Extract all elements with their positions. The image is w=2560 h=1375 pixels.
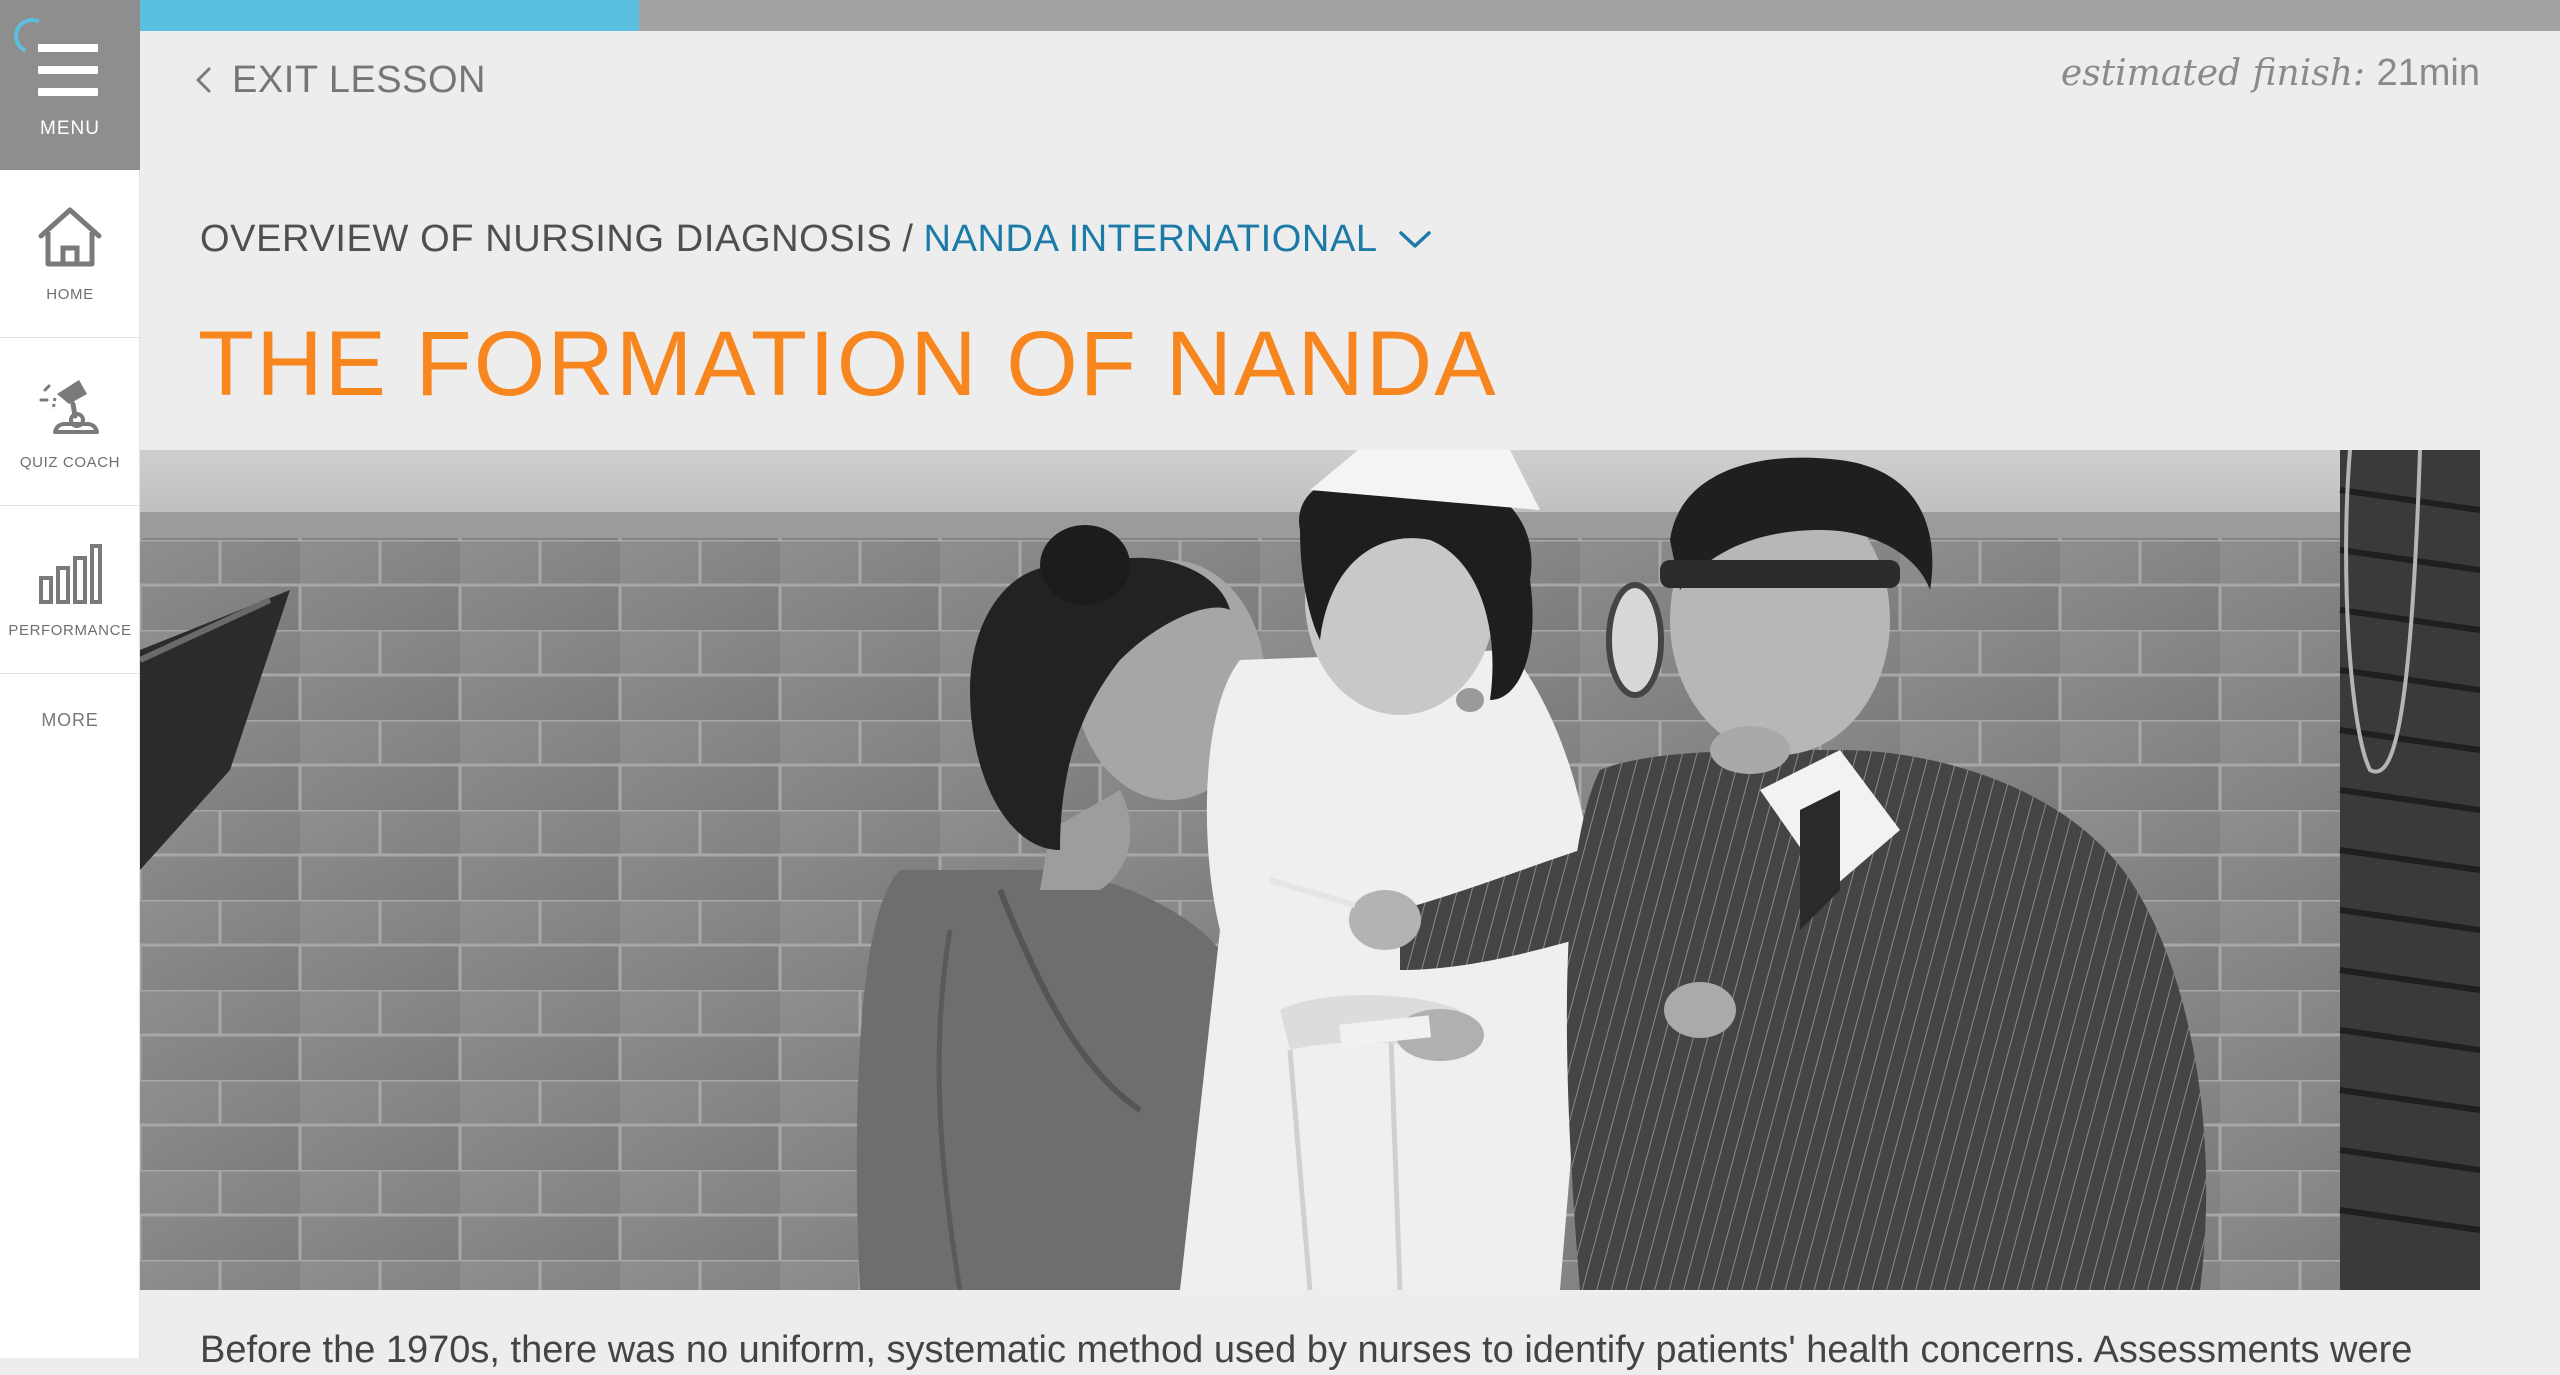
lesson-progress-fill xyxy=(140,0,639,31)
breadcrumb-parent[interactable]: OVERVIEW OF NURSING DIAGNOSIS xyxy=(200,218,893,260)
sidebar-item-label: HOME xyxy=(46,286,94,303)
sidebar-more-button[interactable]: MORE xyxy=(41,710,99,730)
exit-lesson-button[interactable]: EXIT LESSON xyxy=(194,55,486,105)
lesson-body-text: Before the 1970s, there was no uniform, … xyxy=(200,1329,2413,1371)
exit-lesson-label: EXIT LESSON xyxy=(232,58,487,101)
menu-button[interactable]: MENU xyxy=(0,0,140,170)
breadcrumb: OVERVIEW OF NURSING DIAGNOSIS / NANDA IN… xyxy=(200,218,1432,261)
hamburger-icon xyxy=(38,44,98,96)
chevron-left-icon xyxy=(196,67,211,93)
sidebar: MENU HOME QUIZ COACH PERFORMANCE MORE xyxy=(0,0,140,1358)
lesson-progress-bar xyxy=(140,0,2560,31)
sidebar-item-label: PERFORMANCE xyxy=(8,622,132,639)
lesson-hero-image xyxy=(140,450,2480,1290)
sidebar-item-quiz-coach[interactable]: QUIZ COACH xyxy=(0,338,140,506)
performance-icon xyxy=(39,544,102,604)
breadcrumb-separator: / xyxy=(902,218,914,260)
chevron-down-icon[interactable] xyxy=(1398,230,1432,250)
estimated-finish-label: estimated finish: xyxy=(2060,53,2366,94)
estimated-finish-value: 21min xyxy=(2376,52,2481,94)
breadcrumb-current-topic[interactable]: NANDA INTERNATIONAL xyxy=(923,218,1378,260)
estimated-finish: estimated finish: 21min xyxy=(2061,52,2480,95)
historical-photo-image xyxy=(140,450,2480,1290)
page-title: THE FORMATION OF NANDA xyxy=(198,313,1498,415)
sidebar-item-performance[interactable]: PERFORMANCE xyxy=(0,506,140,674)
quiz-coach-icon xyxy=(39,380,99,434)
home-icon xyxy=(38,207,102,267)
sidebar-item-home[interactable]: HOME xyxy=(0,170,140,338)
menu-label: MENU xyxy=(40,118,100,139)
sidebar-item-label: QUIZ COACH xyxy=(19,454,121,471)
